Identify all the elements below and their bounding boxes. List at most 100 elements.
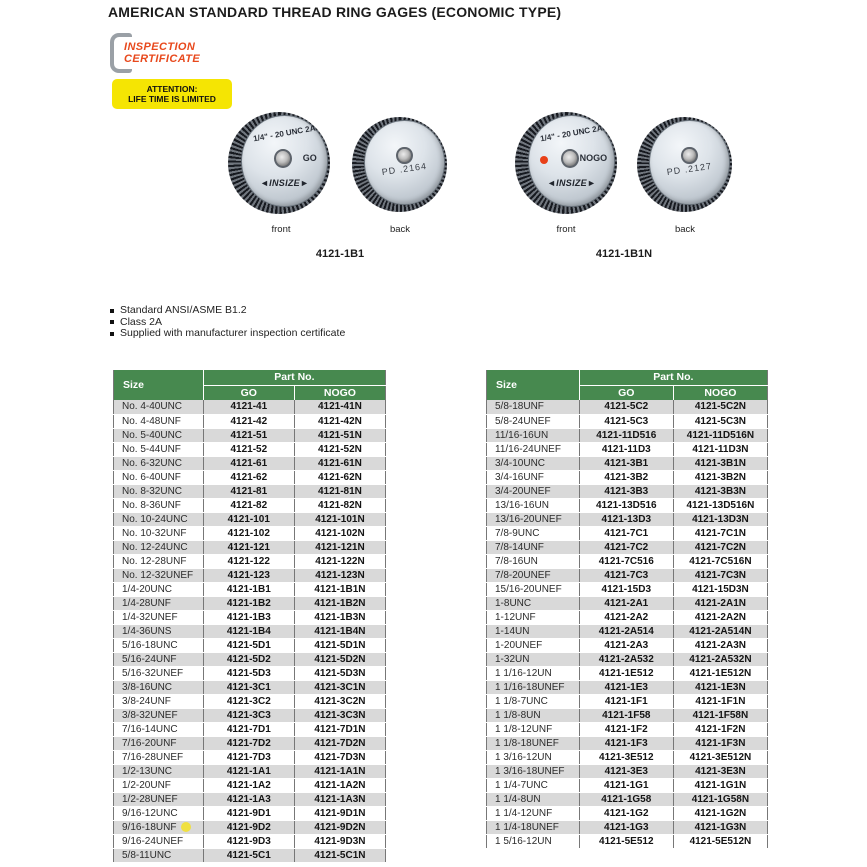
go-part-cell: 4121-52 — [202, 442, 295, 457]
size-cell: 1-12UNF — [486, 610, 580, 625]
gage-face: PD .2127 — [649, 119, 731, 206]
size-cell: 1 3/16-12UN — [486, 750, 580, 765]
size-cell: 1 1/4-8UN — [486, 792, 580, 807]
go-part-cell: 4121-2A3 — [578, 638, 674, 653]
nogo-part-cell: 4121-5D2N — [293, 652, 387, 667]
size-cell: 1/2-28UNEF — [113, 792, 204, 807]
table-row: 1-20UNEF 4121-2A3 4121-2A3N — [486, 638, 769, 653]
size-cell: 5/8-24UNEF — [486, 414, 580, 429]
nogo-part-cell: 4121-13D3N — [672, 512, 769, 527]
nogo-part-cell: 4121-1G3N — [672, 820, 769, 835]
go-part-cell: 4121-1F3 — [578, 736, 674, 751]
go-column-header: GO — [203, 385, 295, 400]
nogo-part-cell: 4121-5C3N — [672, 414, 769, 429]
go-part-cell: 4121-2A514 — [578, 624, 674, 639]
table-row: 9/16-18UNF 4121-9D2 4121-9D2N — [113, 820, 387, 835]
nogo-part-cell: 4121-5E512N — [672, 834, 769, 849]
go-part-cell: 4121-11D516 — [578, 428, 674, 443]
go-part-cell: 4121-7D1 — [202, 722, 295, 737]
go-part-cell: 4121-41 — [202, 400, 295, 415]
go-part-cell: 4121-1G58 — [578, 792, 674, 807]
go-part-cell: 4121-5C2 — [578, 400, 674, 415]
go-part-cell: 4121-3B3 — [578, 484, 674, 499]
partno-column-header: Part No. — [579, 370, 769, 386]
go-part-cell: 4121-51 — [202, 428, 295, 443]
feature-list: Standard ANSI/ASME B1.2 Class 2A Supplie… — [110, 304, 346, 340]
gage-hole — [396, 146, 413, 165]
nogo-part-cell: 4121-2A2N — [672, 610, 769, 625]
nogo-part-cell: 4121-3E512N — [672, 750, 769, 765]
nogo-part-cell: 4121-122N — [293, 554, 387, 569]
go-part-cell: 4121-102 — [202, 526, 295, 541]
go-part-cell: 4121-1B1 — [202, 582, 295, 597]
back-view-label: back — [389, 224, 411, 235]
table-row: 9/16-24UNEF 4121-9D3 4121-9D3N — [113, 834, 387, 849]
nogo-part-cell: 4121-61N — [293, 456, 387, 471]
size-cell: 7/8-14UNF — [486, 540, 580, 555]
nogo-part-cell: 4121-5D3N — [293, 666, 387, 681]
nogo-part-cell: 4121-7D3N — [293, 750, 387, 765]
size-cell: 1 1/8-8UN — [486, 708, 580, 723]
size-cell: 11/16-16UN — [486, 428, 580, 443]
table-row: 7/8-14UNF 4121-7C2 4121-7C2N — [486, 540, 769, 555]
table-row: 3/8-24UNF 4121-3C2 4121-3C2N — [113, 694, 387, 709]
table-row: 7/8-16UN 4121-7C516 4121-7C516N — [486, 554, 769, 569]
nogo-part-cell: 4121-3B1N — [672, 456, 769, 471]
nogo-part-cell: 4121-2A514N — [672, 624, 769, 639]
nogo-part-cell: 4121-81N — [293, 484, 387, 499]
go-part-cell: 4121-3C2 — [202, 694, 295, 709]
gage-face: 1/4" - 20 UNC 2A GO ◄INSIZE► — [241, 115, 328, 207]
partno-column-header: Part No. — [203, 370, 387, 386]
attention-badge: ATTENTION: LIFE TIME IS LIMITED — [112, 79, 232, 109]
nogo-part-cell: 4121-7C516N — [672, 554, 769, 569]
table-row: 1/4-36UNS 4121-1B4 4121-1B4N — [113, 624, 387, 639]
table-row: No. 12-32UNEF 4121-123 4121-123N — [113, 568, 387, 583]
ring-gage-go-front-photo: 1/4" - 20 UNC 2A GO ◄INSIZE► — [228, 112, 330, 214]
feature-text: Supplied with manufacturer inspection ce… — [120, 327, 346, 339]
go-part-cell: 4121-1E3 — [578, 680, 674, 695]
go-part-cell: 4121-1A3 — [202, 792, 295, 807]
go-part-cell: 4121-123 — [202, 568, 295, 583]
size-cell: No. 10-24UNC — [113, 512, 204, 527]
part-number-table-left: Size Part No. GO NOGO No. 4-40UNC 4121-41… — [113, 370, 387, 863]
go-part-cell: 4121-2A532 — [578, 652, 674, 667]
size-cell: No. 4-40UNC — [113, 400, 204, 415]
go-part-cell: 4121-81 — [202, 484, 295, 499]
go-part-cell: 4121-1F1 — [578, 694, 674, 709]
go-part-cell: 4121-9D2 — [202, 820, 295, 835]
go-part-cell: 4121-15D3 — [578, 582, 674, 597]
go-column-header: GO — [579, 385, 674, 400]
nogo-part-cell: 4121-7D2N — [293, 736, 387, 751]
size-cell: 1-32UN — [486, 652, 580, 667]
table-row: 3/4-16UNF 4121-3B2 4121-3B2N — [486, 470, 769, 485]
table-row: 1/4-20UNC 4121-1B1 4121-1B1N — [113, 582, 387, 597]
go-part-cell: 4121-42 — [202, 414, 295, 429]
go-part-cell: 4121-1A2 — [202, 778, 295, 793]
table-row: 1/2-28UNEF 4121-1A3 4121-1A3N — [113, 792, 387, 807]
front-view-label: front — [271, 224, 291, 235]
nogo-part-cell: 4121-7D1N — [293, 722, 387, 737]
size-cell: 1/2-20UNF — [113, 778, 204, 793]
go-part-cell: 4121-11D3 — [578, 442, 674, 457]
size-cell: No. 8-32UNC — [113, 484, 204, 499]
size-cell: 1 1/16-12UN — [486, 666, 580, 681]
certificate-label-line1: INSPECTION — [124, 41, 196, 53]
size-cell: No. 12-24UNC — [113, 540, 204, 555]
size-cell: 7/8-16UN — [486, 554, 580, 569]
table-row: 1-14UN 4121-2A514 4121-2A514N — [486, 624, 769, 639]
size-cell: 7/16-28UNEF — [113, 750, 204, 765]
nogo-part-cell: 4121-5C2N — [672, 400, 769, 415]
feature-text: Class 2A — [120, 315, 163, 328]
go-part-cell: 4121-3C3 — [202, 708, 295, 723]
table-row: 1 1/8-12UNF 4121-1F2 4121-1F2N — [486, 722, 769, 737]
nogo-part-cell: 4121-102N — [293, 526, 387, 541]
certificate-label: INSPECTION CERTIFICATE — [124, 41, 200, 65]
size-cell: 5/16-18UNC — [113, 638, 204, 653]
size-cell: 1/4-32UNEF — [113, 610, 204, 625]
size-cell: 3/8-24UNF — [113, 694, 204, 709]
table-row: 3/8-16UNC 4121-3C1 4121-3C1N — [113, 680, 387, 695]
table-row: 1-8UNC 4121-2A1 4121-2A1N — [486, 596, 769, 611]
table-row: 5/16-18UNC 4121-5D1 4121-5D1N — [113, 638, 387, 653]
nogo-part-cell: 4121-1B2N — [293, 596, 387, 611]
go-part-cell: 4121-13D516 — [578, 498, 674, 513]
